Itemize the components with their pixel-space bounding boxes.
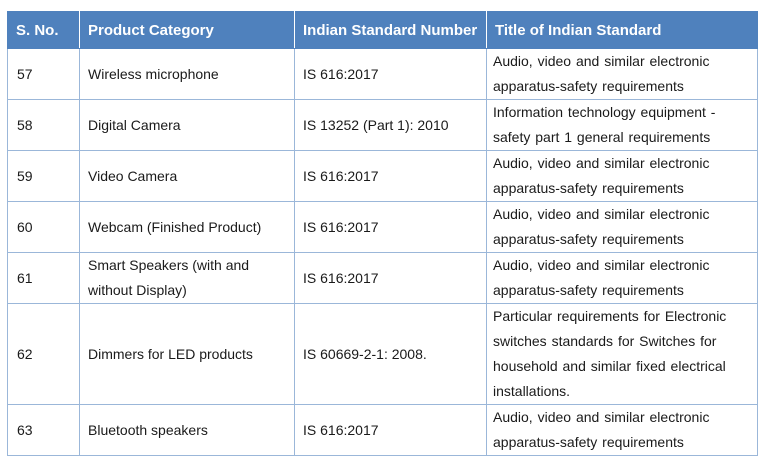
header-sno: S. No. [7,11,80,49]
cell-standard-title: Audio, video and similar electronic appa… [486,201,758,253]
table-header: S. No. Product Category Indian Standard … [7,11,758,49]
cell-sno: 63 [7,404,80,456]
table-row: 59 Video Camera IS 616:2017 Audio, video… [7,150,758,202]
title-line: apparatus-safety requirements [493,180,684,196]
header-indian-standard-number: Indian Standard Number [294,11,487,49]
title-line: switches standards for Switches for [493,333,717,349]
cell-sno: 62 [7,303,80,405]
cell-standard-number: IS 616:2017 [294,252,487,304]
title-line: Audio, video and similar electronic [493,257,710,273]
table-row: 57 Wireless microphone IS 616:2017 Audio… [7,48,758,100]
header-row: S. No. Product Category Indian Standard … [7,11,758,49]
cell-standard-number: IS 616:2017 [294,150,487,202]
cell-standard-number: IS 60669-2-1: 2008. [294,303,487,405]
title-line: Audio, video and similar electronic [493,155,710,171]
standards-table: S. No. Product Category Indian Standard … [7,11,758,456]
header-product-category: Product Category [79,11,295,49]
cell-sno: 58 [7,99,80,151]
cell-product-category: Dimmers for LED products [79,303,295,405]
cell-standard-title: Information technology equipment - safet… [486,99,758,151]
cell-product-category: Webcam (Finished Product) [79,201,295,253]
title-line: Particular requirements for Electronic [493,308,727,324]
category-line: Smart Speakers (with and [88,257,250,273]
table-row: 60 Webcam (Finished Product) IS 616:2017… [7,201,758,253]
table-row: 58 Digital Camera IS 13252 (Part 1): 201… [7,99,758,151]
table-body: 57 Wireless microphone IS 616:2017 Audio… [7,48,758,456]
standards-table-container: S. No. Product Category Indian Standard … [7,11,758,456]
cell-standard-number: IS 616:2017 [294,201,487,253]
cell-product-category: Video Camera [79,150,295,202]
table-row: 63 Bluetooth speakers IS 616:2017 Audio,… [7,404,758,456]
cell-standard-title: Audio, video and similar electronic appa… [486,48,758,100]
table-row: 61 Smart Speakers (with and without Disp… [7,252,758,304]
cell-standard-number: IS 13252 (Part 1): 2010 [294,99,487,151]
cell-standard-title: Particular requirements for Electronic s… [486,303,758,405]
title-line: Audio, video and similar electronic [493,53,710,69]
table-row: 62 Dimmers for LED products IS 60669-2-1… [7,303,758,405]
title-line: Audio, video and similar electronic [493,206,710,222]
category-line: without Display) [88,282,187,298]
cell-standard-title: Audio, video and similar electronic appa… [486,252,758,304]
title-line: household and similar fixed electrical [493,358,726,374]
header-title-of-indian-standard: Title of Indian Standard [486,11,758,49]
cell-standard-number: IS 616:2017 [294,404,487,456]
cell-product-category: Wireless microphone [79,48,295,100]
cell-product-category: Bluetooth speakers [79,404,295,456]
title-line: Information technology equipment - [493,104,716,120]
title-line: safety part 1 general requirements [493,129,711,145]
cell-product-category: Smart Speakers (with and without Display… [79,252,295,304]
cell-sno: 59 [7,150,80,202]
cell-sno: 57 [7,48,80,100]
cell-product-category: Digital Camera [79,99,295,151]
title-line: installations. [493,383,571,399]
title-line: apparatus-safety requirements [493,78,684,94]
title-line: Audio, video and similar electronic [493,409,710,425]
cell-sno: 61 [7,252,80,304]
title-line: apparatus-safety requirements [493,282,684,298]
cell-standard-number: IS 616:2017 [294,48,487,100]
cell-sno: 60 [7,201,80,253]
title-line: apparatus-safety requirements [493,231,684,247]
cell-standard-title: Audio, video and similar electronic appa… [486,150,758,202]
title-line: apparatus-safety requirements [493,434,684,450]
cell-standard-title: Audio, video and similar electronic appa… [486,404,758,456]
